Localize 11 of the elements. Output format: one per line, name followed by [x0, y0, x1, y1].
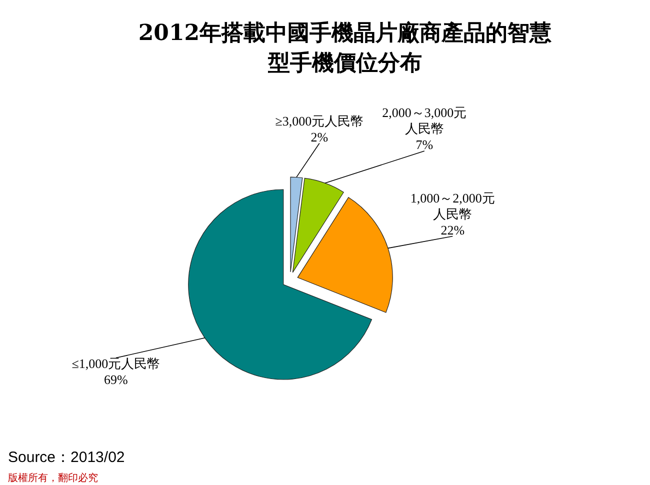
slice-label: 1,000～2,000元人民幣 — [410, 190, 495, 222]
data-label: 22% — [440, 222, 465, 238]
data-label: 7% — [416, 136, 434, 152]
slice-label: 2,000～3,000元人民幣 — [382, 104, 467, 136]
chart-title: 2012年搭載中國手機晶片廠商產品的智慧型手機價位分布 — [138, 20, 553, 76]
text: 版權所有，翻印必究 — [8, 472, 98, 484]
source-note: Source：2013/02 — [8, 449, 125, 466]
slice-label: ≤1,000元人民幣 — [72, 356, 160, 371]
data-label: 2% — [310, 129, 328, 144]
slice-label: ≥3,000元人民幣 — [275, 113, 364, 128]
data-label: 69% — [104, 372, 128, 387]
